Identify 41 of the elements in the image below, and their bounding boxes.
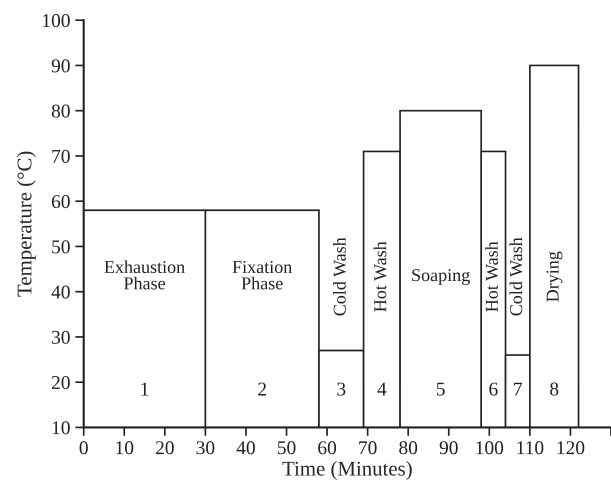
x-tick-label: 20 bbox=[156, 441, 174, 454]
x-tick-label: 100 bbox=[476, 441, 504, 454]
x-tick-label: 110 bbox=[517, 441, 544, 454]
y-tick-label: 30 bbox=[52, 330, 70, 344]
x-tick-label: 10 bbox=[116, 441, 134, 454]
x-tick-label: 120 bbox=[558, 441, 584, 454]
y-tick-label: 50 bbox=[52, 240, 70, 254]
annotation: 4 bbox=[377, 382, 386, 396]
x-tick-label: 0 bbox=[80, 441, 88, 454]
y-axis-title: Temperature (°C) bbox=[16, 152, 36, 297]
annotation: Drying bbox=[546, 252, 562, 302]
x-tick-label: 50 bbox=[278, 441, 296, 454]
annotation: Cold Wash bbox=[510, 238, 522, 316]
y-tick-label: 70 bbox=[52, 150, 70, 163]
annotation: Hot Wash bbox=[374, 242, 386, 312]
annotation: Cold Wash bbox=[333, 238, 346, 316]
y-tick-label: 90 bbox=[52, 59, 70, 72]
y-tick-label: 10 bbox=[52, 421, 70, 434]
x-tick-label: 70 bbox=[359, 441, 377, 454]
x-tick-label: 60 bbox=[318, 441, 336, 454]
annotation: 7 bbox=[514, 382, 522, 396]
y-tick-label: 20 bbox=[52, 376, 70, 390]
y-tick-label: 60 bbox=[52, 195, 70, 208]
annotation: 3 bbox=[337, 382, 346, 396]
y-tick-label: 40 bbox=[51, 286, 70, 299]
annotation: Fixation Phase bbox=[232, 260, 292, 290]
annotation: 6 bbox=[489, 382, 498, 396]
x-tick-label: 40 bbox=[236, 441, 255, 454]
y-tick-label: 100 bbox=[43, 14, 70, 28]
annotation: Exhaustion Phase bbox=[104, 260, 185, 290]
x-tick-label: 90 bbox=[440, 441, 458, 454]
annotation: 5 bbox=[436, 382, 445, 396]
annotation: 2 bbox=[258, 382, 266, 396]
annotation: 1 bbox=[141, 382, 148, 396]
annotation: 8 bbox=[550, 382, 558, 396]
annotation: Soaping bbox=[412, 269, 470, 285]
x-tick-label: 30 bbox=[196, 441, 214, 454]
x-tick-label: 80 bbox=[399, 441, 418, 454]
y-tick-label: 80 bbox=[52, 104, 70, 118]
annotation: Hot Wash bbox=[485, 242, 498, 312]
x-axis-title: Time (Minutes) bbox=[282, 461, 412, 480]
